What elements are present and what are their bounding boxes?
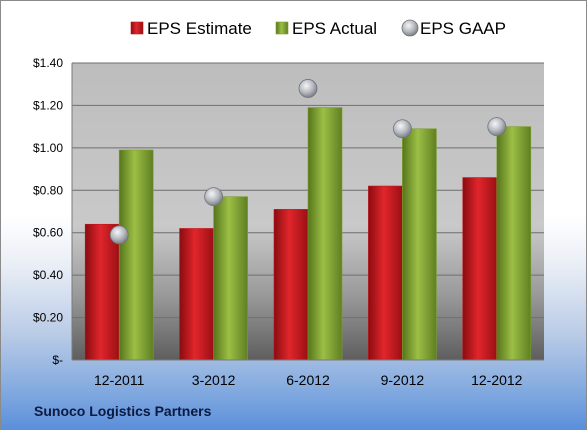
- legend-swatch-eps-estimate: [130, 21, 144, 35]
- y-tick-label: $-: [52, 353, 63, 367]
- eps-estimate-bar: [462, 177, 498, 361]
- eps-actual-bar: [118, 149, 154, 361]
- eps-gaap-marker: [298, 79, 318, 98]
- eps-actual-bar: [496, 126, 532, 361]
- y-tick-label: $1.20: [33, 98, 63, 112]
- y-tick-label: $0.80: [33, 183, 63, 197]
- eps-actual-bar: [307, 107, 343, 361]
- eps-actual-bar: [402, 128, 437, 361]
- x-tick-label: 6-2012: [286, 372, 330, 388]
- company-name: Sunoco Logistics Partners: [34, 403, 212, 419]
- y-tick-label: $0.40: [33, 268, 63, 282]
- eps-estimate-bar: [368, 185, 403, 361]
- y-tick-label: $1.40: [33, 56, 63, 70]
- legend-label-eps-actual: EPS Actual: [292, 19, 377, 38]
- legend-swatch-eps-gaap: [401, 19, 419, 37]
- eps-gaap-marker: [204, 187, 224, 207]
- y-tick-label: $0.60: [33, 226, 63, 240]
- eps-gaap-marker: [109, 225, 129, 245]
- x-tick-label: 12-2011: [94, 372, 145, 388]
- eps-gaap-marker: [487, 117, 507, 137]
- eps-estimate-bar: [84, 223, 120, 361]
- x-tick-label: 12-2012: [471, 372, 523, 388]
- legend-label-eps-gaap: EPS GAAP: [420, 19, 506, 38]
- x-tick-label: 3-2012: [192, 372, 236, 388]
- legend-label-eps-estimate: EPS Estimate: [147, 19, 252, 38]
- y-tick-label: $0.20: [33, 311, 63, 325]
- eps-gaap-marker: [392, 119, 412, 139]
- x-tick-label: 9-2012: [381, 372, 425, 388]
- legend-swatch-eps-actual: [275, 21, 289, 35]
- y-tick-label: $1.00: [33, 141, 63, 155]
- eps-estimate-bar: [273, 209, 309, 361]
- eps-actual-bar: [213, 196, 248, 361]
- eps-estimate-bar: [179, 228, 214, 361]
